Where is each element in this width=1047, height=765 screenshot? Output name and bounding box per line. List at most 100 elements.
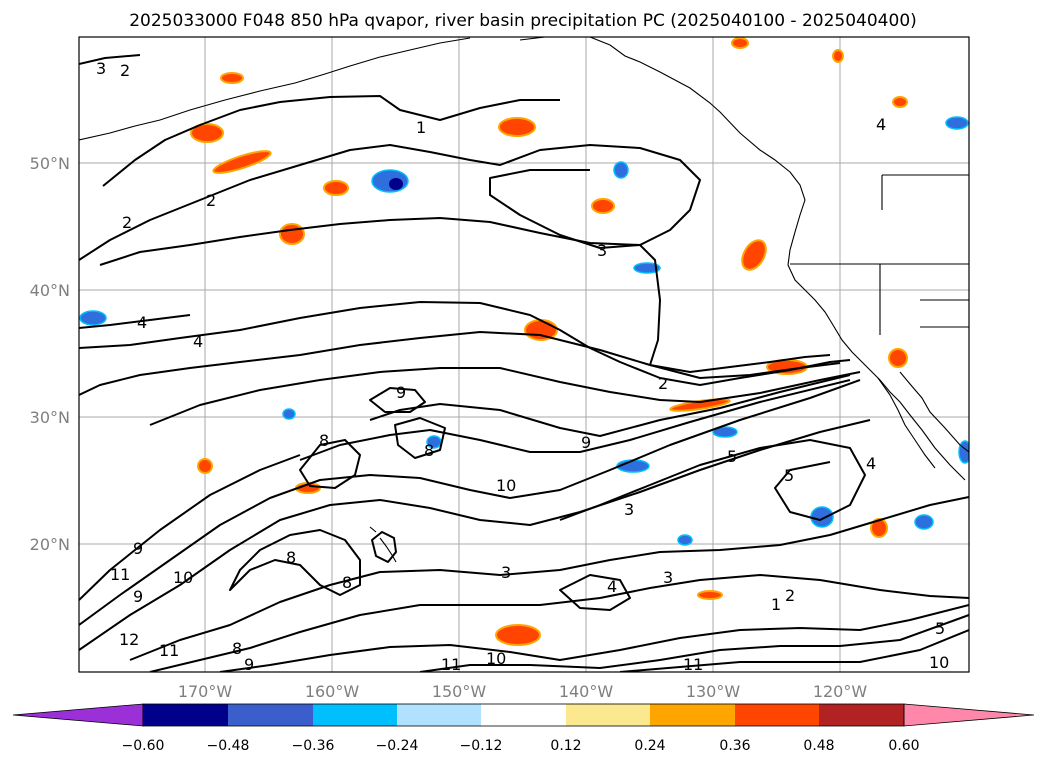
contour-label: 4: [876, 115, 886, 134]
anomaly-patch: [323, 180, 349, 196]
colorbar-segment: [143, 704, 228, 726]
contour-line: [559, 439, 866, 521]
colorbar-segment: [650, 704, 735, 726]
colorbar-segment: [313, 704, 397, 726]
contour-line: [299, 439, 361, 489]
colorbar-tick: −0.60: [122, 738, 165, 754]
contour-line: [149, 574, 969, 672]
anomaly-patch: [677, 534, 693, 546]
anomaly-patch: [220, 72, 244, 84]
contour-line: [369, 374, 851, 437]
anomaly-patch: [832, 49, 844, 63]
contour-line: [369, 387, 426, 413]
anomaly-patch: [731, 37, 749, 49]
contour-label: 11: [159, 641, 179, 660]
lat-label-40n: 40°N: [30, 281, 70, 300]
contour-label: 11: [683, 655, 703, 674]
contour-line: [371, 531, 397, 563]
contour-label: 8: [424, 441, 434, 460]
colorbar-tick: −0.24: [376, 738, 419, 754]
colorbar-extend-min: [12, 703, 144, 727]
contour-line: [79, 144, 701, 261]
contour-label: 10: [929, 653, 949, 672]
colorbar-segment: [397, 704, 481, 726]
contour-label: 12: [119, 630, 139, 649]
contour-label: 8: [286, 548, 296, 567]
contour-line: [394, 417, 446, 459]
contour-line: [229, 529, 361, 596]
contour-label: 3: [96, 59, 106, 78]
contour-label: 3: [624, 500, 634, 519]
contour-line: [299, 379, 851, 461]
contour-line: [149, 367, 861, 426]
colorbar-tick: 0.60: [888, 738, 919, 754]
longitude-labels: 170°W 160°W 150°W 140°W 130°W 120°W: [178, 682, 868, 701]
contour-label: 4: [137, 313, 147, 332]
contour-line: [419, 614, 969, 672]
anomaly-patch: [892, 96, 908, 108]
lon-label-140w: 140°W: [559, 682, 614, 701]
colorbar-tick: 0.24: [634, 738, 665, 754]
anomaly-patch: [870, 518, 888, 538]
contour-label: 10: [173, 568, 193, 587]
anomaly-patch: [495, 624, 541, 646]
map-panel: 3 2 1 2 2 3 4 4 4 2 9 9 8 8 5 5 4 3 3 3: [78, 36, 970, 674]
contour-label: 4: [607, 577, 617, 596]
lon-label-160w: 160°W: [305, 682, 360, 701]
state-borders: [790, 174, 969, 335]
anomaly-patch: [190, 123, 224, 143]
anomaly-patch: [712, 426, 738, 438]
colorbar-segment: [819, 704, 904, 726]
anomaly-patch: [914, 514, 934, 530]
contour-line: [79, 379, 861, 626]
contour-line: [219, 604, 969, 672]
anomaly-patch: [389, 178, 403, 190]
anomaly-patch: [810, 506, 834, 528]
colorbar-segment: [481, 704, 566, 726]
colorbar-segment: [566, 704, 650, 726]
contour-label: 8: [232, 639, 242, 658]
colorbar-tick: −0.12: [460, 738, 503, 754]
anomaly-patch: [591, 198, 615, 214]
latitude-labels: 50°N 40°N 30°N 20°N: [30, 154, 70, 554]
anomaly-patch: [279, 223, 305, 245]
anomaly-patch: [197, 458, 213, 474]
coastlines: [79, 37, 969, 563]
contour-label: 9: [133, 539, 143, 558]
contour-label: 9: [133, 587, 143, 606]
colorbar-ticks: −0.60 −0.48 −0.36 −0.24 −0.12 0.12 0.24 …: [122, 738, 920, 754]
contour-line: [79, 54, 141, 65]
anomaly-patch: [282, 408, 296, 420]
colorbar-tick: −0.36: [292, 738, 335, 754]
contour-label: 5: [935, 619, 945, 638]
contour-line: [79, 419, 871, 651]
anomaly-patch: [524, 319, 558, 341]
contour-labels: 3 2 1 2 2 3 4 4 4 2 9 9 8 8 5 5 4 3 3 3: [96, 59, 949, 674]
coastline-hawaii: [369, 526, 397, 563]
contour-label: 9: [244, 655, 254, 674]
anomaly-patch: [697, 590, 723, 600]
contour-label: 11: [441, 655, 461, 674]
contour-line: [79, 331, 841, 396]
contour-label: 2: [658, 374, 668, 393]
colorbar-outline: [142, 703, 905, 727]
contour-label: 3: [597, 241, 607, 260]
colorbar-segment: [228, 704, 313, 726]
map-frame: [78, 36, 970, 673]
lat-label-30n: 30°N: [30, 408, 70, 427]
contour-line: [559, 574, 631, 611]
plot-title: 2025033000 F048 850 hPa qvapor, river ba…: [129, 11, 917, 31]
contour-label: 4: [866, 454, 876, 473]
contour-label: 1: [771, 595, 781, 614]
colorbar-tick: 0.48: [803, 738, 834, 754]
coastline-baja: [877, 371, 969, 469]
anomaly-patch: [212, 150, 272, 174]
colorbar-tick: −0.48: [207, 738, 250, 754]
anomaly-patch: [945, 116, 969, 130]
coastline-west-coast: [787, 171, 966, 481]
contour-line: [79, 301, 851, 386]
contour-line: [102, 95, 560, 187]
lat-label-50n: 50°N: [30, 154, 70, 173]
anomaly-patch: [79, 310, 107, 326]
